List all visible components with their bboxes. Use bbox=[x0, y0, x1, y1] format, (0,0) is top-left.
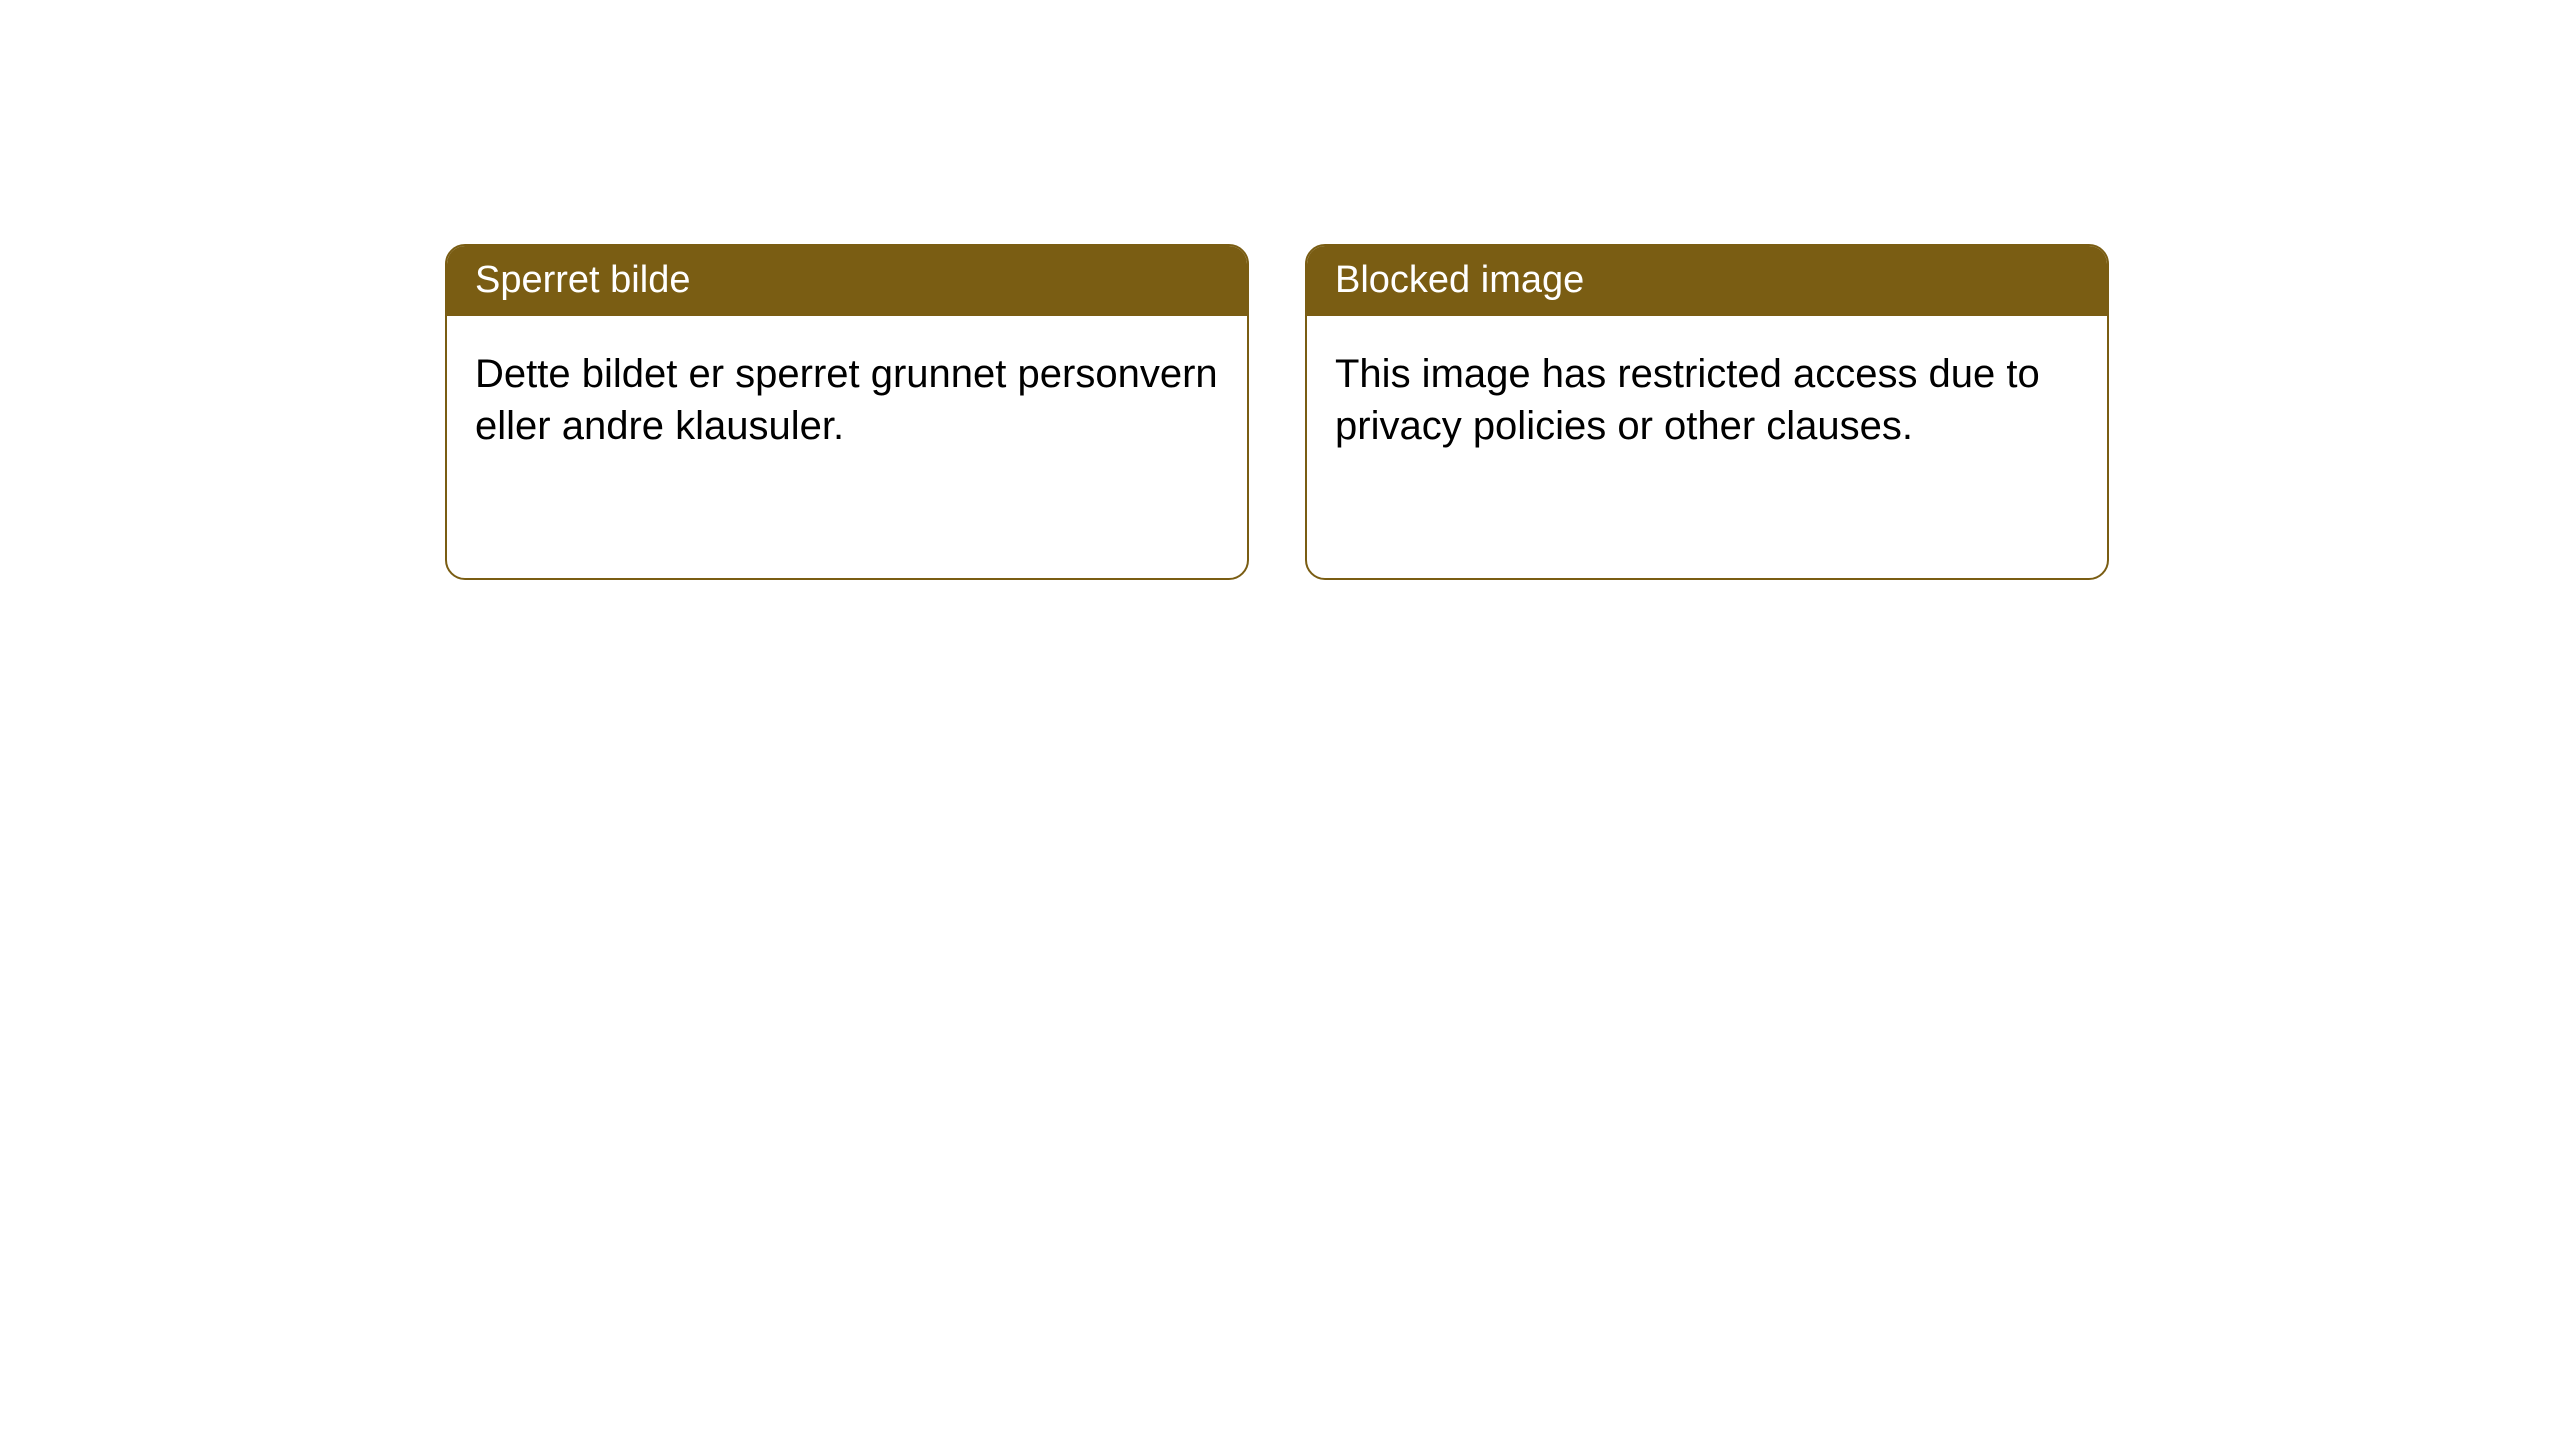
notice-text-norwegian: Dette bildet er sperret grunnet personve… bbox=[475, 352, 1218, 448]
notice-body-english: This image has restricted access due to … bbox=[1307, 316, 2107, 484]
notice-title-norwegian: Sperret bilde bbox=[475, 259, 690, 301]
notice-container: Sperret bilde Dette bildet er sperret gr… bbox=[445, 244, 2109, 580]
notice-header-norwegian: Sperret bilde bbox=[447, 246, 1247, 316]
notice-header-english: Blocked image bbox=[1307, 246, 2107, 316]
notice-title-english: Blocked image bbox=[1335, 259, 1584, 301]
blocked-image-notice-norwegian: Sperret bilde Dette bildet er sperret gr… bbox=[445, 244, 1249, 580]
blocked-image-notice-english: Blocked image This image has restricted … bbox=[1305, 244, 2109, 580]
notice-text-english: This image has restricted access due to … bbox=[1335, 352, 2040, 448]
notice-body-norwegian: Dette bildet er sperret grunnet personve… bbox=[447, 316, 1247, 484]
